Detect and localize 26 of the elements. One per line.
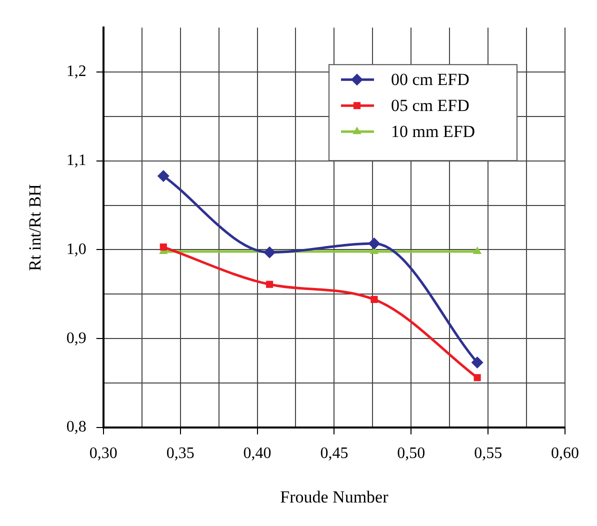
- y-axis-title: Rt int/Rt BH: [26, 184, 45, 271]
- y-tick-label: 0,8: [66, 418, 86, 436]
- point: [471, 356, 484, 369]
- x-tick-label: 0,60: [551, 445, 579, 462]
- x-tick-label: 0,35: [166, 445, 194, 462]
- y-tick-label: 0,9: [66, 330, 86, 347]
- legend-label: 05 cm EFD: [391, 96, 470, 116]
- point: [160, 244, 167, 251]
- x-tick-label: 0,45: [320, 445, 348, 462]
- legend-label: 10 mm EFD: [391, 122, 476, 142]
- y-tick-label: 1,1: [66, 152, 86, 170]
- point: [157, 170, 170, 182]
- x-tick-label: 0,55: [474, 445, 502, 462]
- y-tick-label: 1,0: [66, 240, 86, 258]
- x-tick-label: 0,50: [397, 445, 426, 462]
- x-tick-label: 0,40: [243, 445, 272, 462]
- point: [264, 246, 276, 258]
- x-axis-title: Froude Number: [280, 487, 389, 506]
- legend-label: 00 cm EFD: [391, 70, 470, 90]
- point: [266, 280, 274, 288]
- point: [370, 296, 378, 303]
- x-tick-label: 0,30: [89, 445, 118, 462]
- point: [472, 246, 482, 254]
- y-tick-label: 1,2: [66, 63, 86, 80]
- point: [474, 374, 481, 382]
- point: [368, 237, 380, 250]
